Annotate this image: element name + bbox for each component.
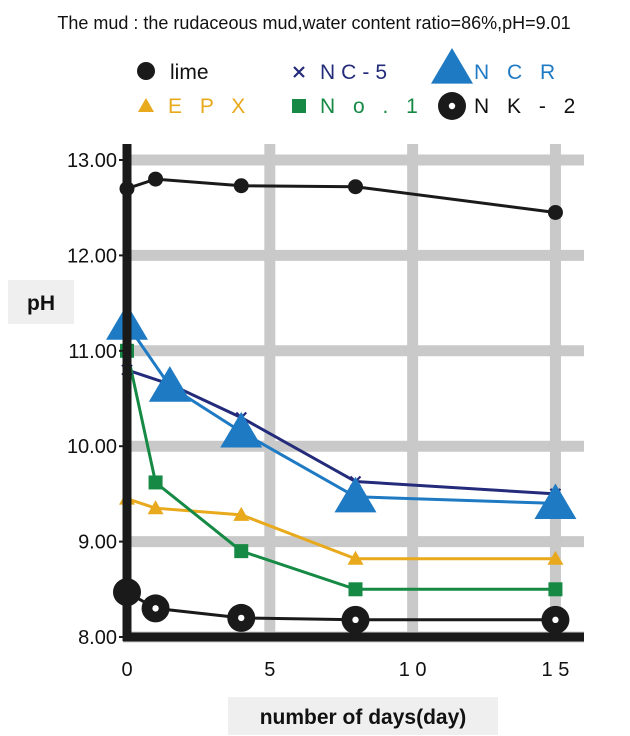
data-point-nk-2 bbox=[141, 594, 170, 623]
data-point-nk-2 bbox=[541, 605, 570, 634]
y-tick-label: 8.00 bbox=[78, 627, 117, 649]
data-point-lime bbox=[148, 171, 164, 187]
legend-label-ncr: N C R bbox=[474, 61, 561, 84]
data-point-lime bbox=[547, 204, 563, 220]
y-tick-label: 9.00 bbox=[78, 532, 117, 554]
legend-marker-epx bbox=[138, 98, 154, 112]
y-tick-labels: 8.00 9.00 10.00 11.00 12.00 13.00 bbox=[67, 150, 117, 649]
data-point-ncr bbox=[534, 483, 577, 520]
legend-label-no-1: N o . 1 bbox=[320, 95, 424, 118]
legend-marker-ncr bbox=[431, 48, 473, 84]
x-tick-label: 5 bbox=[264, 659, 275, 681]
data-point-lime bbox=[233, 178, 249, 194]
y-tick-label: 12.00 bbox=[67, 245, 117, 267]
legend-label-epx: E P X bbox=[168, 95, 251, 118]
data-point-ncr bbox=[148, 366, 191, 402]
data-point-nk-2 bbox=[341, 605, 370, 634]
series-markers bbox=[106, 171, 577, 634]
data-point-epx bbox=[547, 550, 564, 565]
y-tick-label: 11.00 bbox=[68, 341, 117, 363]
legend: lime NC-5 N C R E P X N o . 1 N K - 2 bbox=[137, 48, 581, 120]
series-line-nk-2 bbox=[126, 590, 556, 622]
series-line-lime bbox=[126, 177, 556, 214]
x-tick-labels: 0 5 1 0 1 5 bbox=[121, 659, 569, 681]
data-point-epx bbox=[347, 550, 364, 565]
data-point-epx bbox=[233, 506, 250, 521]
data-point-ncr bbox=[220, 411, 263, 448]
data-point-nk-2 bbox=[227, 603, 256, 632]
series-line-nc-5 bbox=[126, 368, 556, 496]
data-point-no-1 bbox=[548, 582, 563, 597]
chart-title: The mud : the rudaceous mud,water conten… bbox=[57, 13, 570, 33]
data-point-ncr bbox=[334, 476, 377, 513]
x-tick-label: 1 5 bbox=[542, 659, 570, 681]
x-axis-label-box bbox=[228, 697, 498, 735]
legend-label-lime: lime bbox=[170, 61, 209, 84]
x-tick-label: 0 bbox=[121, 659, 132, 681]
data-point-lime bbox=[348, 179, 363, 195]
y-axis-label: pH bbox=[27, 292, 55, 315]
legend-label-nk-2: N K - 2 bbox=[474, 95, 581, 118]
legend-label-nc-5: NC-5 bbox=[320, 61, 393, 84]
legend-marker-lime bbox=[137, 62, 155, 80]
legend-marker-no-1 bbox=[292, 99, 306, 113]
axes bbox=[119, 144, 584, 642]
data-point-no-1 bbox=[348, 582, 363, 597]
data-point-no-1 bbox=[234, 544, 249, 559]
series-lines bbox=[125, 177, 556, 622]
y-tick-label: 13.00 bbox=[67, 150, 117, 172]
legend-marker-nc-5 bbox=[293, 66, 305, 78]
x-axis-label: number of days(day) bbox=[260, 706, 467, 729]
legend-marker-nk-2 bbox=[438, 92, 466, 120]
y-tick-label: 10.00 bbox=[67, 436, 117, 458]
data-point-epx bbox=[147, 500, 164, 515]
data-point-no-1 bbox=[148, 475, 163, 490]
x-tick-label: 1 0 bbox=[399, 659, 427, 681]
y-axis-label-box bbox=[8, 280, 74, 324]
